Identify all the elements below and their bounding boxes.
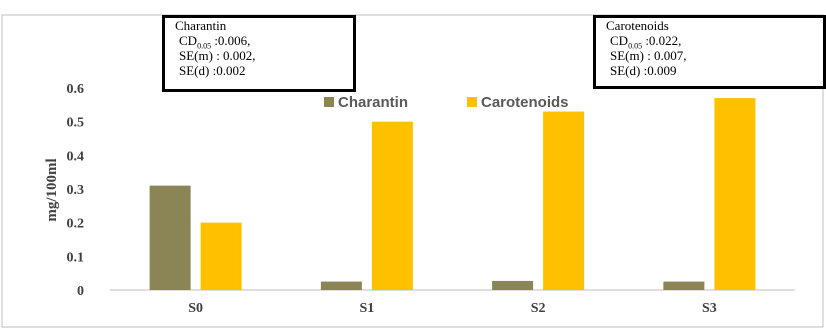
- legend-label-charantin: Charantin: [338, 94, 408, 111]
- y-axis-label: mg/100ml: [44, 158, 60, 221]
- charantin-cd-line: CD0.05 :0.006,: [179, 33, 251, 51]
- x-tick-label: S0: [188, 301, 203, 316]
- carotenoids-sed-line: SE(d) :0.009: [610, 63, 677, 78]
- charantin-stats-box: Charantin CD0.05 :0.006, SE(m) : 0.002, …: [162, 15, 356, 92]
- y-tick-label: 0.5: [67, 116, 85, 131]
- carotenoids-stats-title: Carotenoids: [606, 18, 669, 33]
- carotenoids-stats-box: Carotenoids CD0.05 :0.022, SE(m) : 0.007…: [593, 15, 826, 89]
- x-tick-label: S1: [359, 301, 374, 316]
- x-tick-label: S3: [702, 301, 717, 316]
- legend-swatch-carotenoids: [467, 97, 477, 107]
- legend-swatch-charantin: [324, 97, 334, 107]
- charantin-stats-title: Charantin: [175, 18, 227, 33]
- plot-frame: [1, 14, 824, 328]
- y-tick-label: 0.1: [67, 250, 85, 265]
- y-tick-label: 0: [77, 284, 84, 299]
- bar-carotenoids-s2: [543, 111, 585, 290]
- legend: Charantin Carotenoids: [324, 94, 569, 111]
- bar-charantin-s0: [149, 185, 191, 290]
- charantin-sed-line: SE(d) :0.002: [179, 63, 246, 78]
- y-tick-label: 0.4: [67, 149, 85, 164]
- bar-carotenoids-s3: [714, 98, 756, 290]
- bar-charantin-s2: [492, 280, 534, 290]
- bar-charantin-s1: [320, 281, 362, 290]
- charantin-sem-line: SE(m) : 0.002,: [179, 48, 256, 63]
- carotenoids-sem-line: SE(m) : 0.007,: [610, 48, 687, 63]
- bar-charantin-s3: [663, 281, 705, 290]
- y-tick-label: 0.6: [67, 82, 85, 97]
- y-tick-label: 0.2: [67, 217, 85, 232]
- carotenoids-cd-line: CD0.05 :0.022,: [610, 33, 682, 51]
- legend-label-carotenoids: Carotenoids: [481, 94, 569, 111]
- bar-carotenoids-s1: [371, 121, 413, 291]
- x-tick-label: S2: [531, 301, 546, 316]
- bar-carotenoids-s0: [200, 222, 242, 290]
- y-tick-label: 0.3: [67, 183, 85, 198]
